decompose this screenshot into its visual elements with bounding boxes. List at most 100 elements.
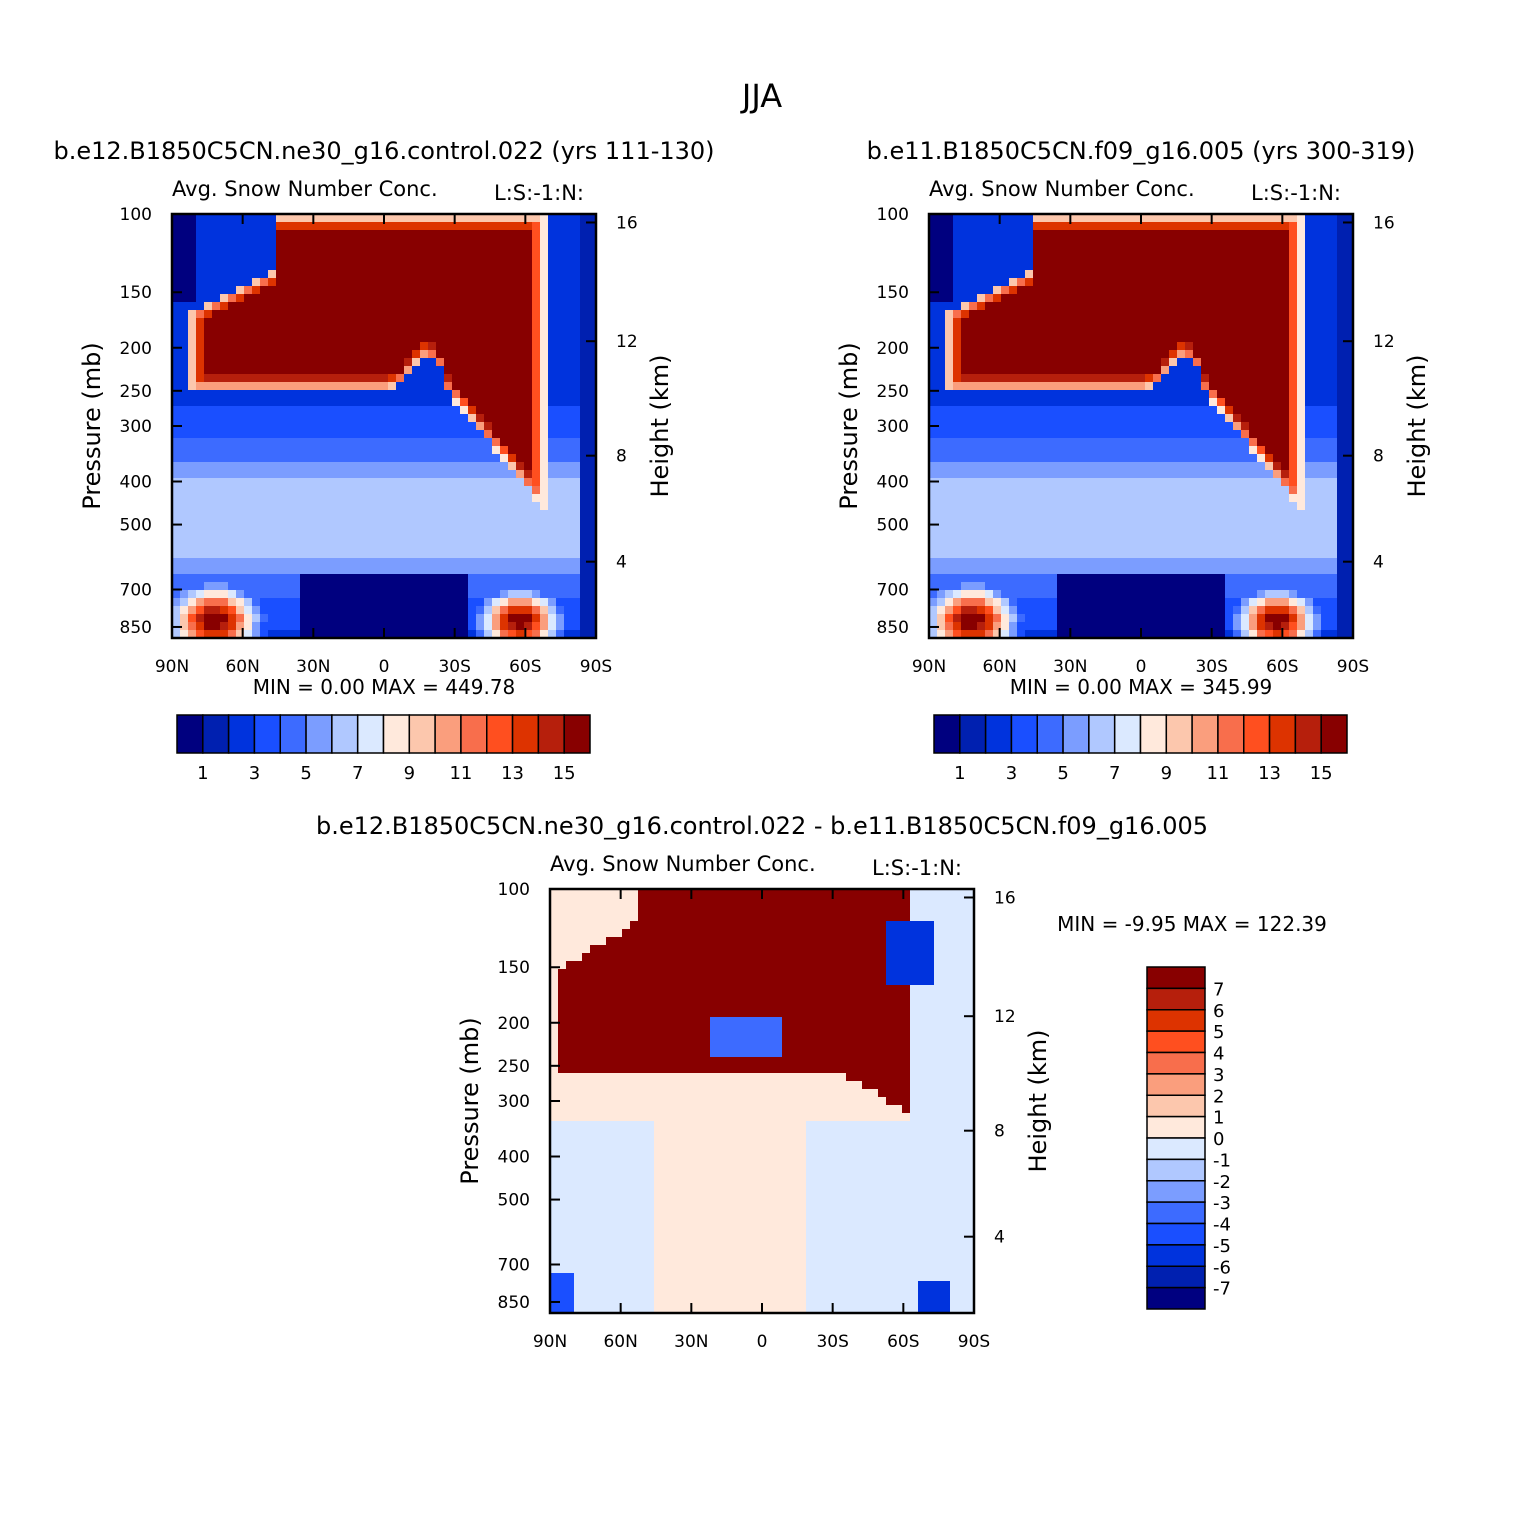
field-cell bbox=[436, 614, 445, 623]
field-cell bbox=[260, 222, 269, 231]
field-cell bbox=[268, 262, 277, 271]
field-cell bbox=[1201, 454, 1210, 463]
field-cell bbox=[340, 286, 349, 295]
field-cell bbox=[204, 438, 213, 447]
field-cell bbox=[500, 614, 509, 623]
field-cell bbox=[380, 406, 389, 415]
field-cell bbox=[1041, 374, 1050, 383]
field-cell bbox=[1129, 430, 1138, 439]
field-cell bbox=[993, 590, 1002, 599]
field-cell bbox=[396, 270, 405, 279]
field-cell bbox=[436, 542, 445, 551]
field-cell bbox=[1065, 598, 1074, 607]
field-cell bbox=[1009, 374, 1018, 383]
field-cell bbox=[1145, 462, 1154, 471]
field-cell bbox=[1233, 486, 1242, 495]
field-cell bbox=[220, 262, 229, 271]
field-cell bbox=[196, 590, 205, 599]
field-cell bbox=[380, 382, 389, 391]
field-cell bbox=[236, 334, 245, 343]
field-cell bbox=[348, 374, 357, 383]
field-cell bbox=[1129, 526, 1138, 535]
field-cell bbox=[300, 246, 309, 255]
field-cell bbox=[1033, 286, 1042, 295]
field-cell bbox=[228, 342, 237, 351]
field-cell bbox=[340, 430, 349, 439]
field-cell bbox=[1001, 614, 1010, 623]
field-cell bbox=[977, 486, 986, 495]
field-cell bbox=[937, 406, 946, 415]
field-cell bbox=[284, 246, 293, 255]
field-cell bbox=[244, 326, 253, 335]
field-cell bbox=[404, 462, 413, 471]
field-cell bbox=[524, 606, 533, 615]
field-cell bbox=[468, 270, 477, 279]
field-cell bbox=[268, 214, 277, 223]
field-cell bbox=[308, 358, 317, 367]
field-cell bbox=[340, 438, 349, 447]
field-cell bbox=[1041, 430, 1050, 439]
field-cell bbox=[452, 390, 461, 399]
field-cell bbox=[364, 278, 373, 287]
field-cell bbox=[532, 494, 541, 503]
field-cell bbox=[388, 230, 397, 239]
field-cell bbox=[1089, 414, 1098, 423]
field-cell bbox=[1073, 454, 1082, 463]
field-cell bbox=[1193, 270, 1202, 279]
field-cell bbox=[953, 318, 962, 327]
field-cell bbox=[1105, 238, 1114, 247]
field-cell bbox=[444, 270, 453, 279]
field-cell bbox=[188, 582, 197, 591]
field-cell bbox=[969, 542, 978, 551]
field-cell bbox=[300, 230, 309, 239]
field-cell bbox=[236, 286, 245, 295]
field-cell bbox=[564, 286, 573, 295]
field-cell bbox=[428, 598, 437, 607]
field-cell bbox=[180, 526, 189, 535]
field-cell bbox=[492, 526, 501, 535]
field-cell bbox=[244, 358, 253, 367]
field-cell bbox=[220, 462, 229, 471]
field-cell bbox=[1201, 262, 1210, 271]
field-cell bbox=[300, 558, 309, 567]
field-cell bbox=[1137, 366, 1146, 375]
field-cell bbox=[436, 494, 445, 503]
field-cell bbox=[260, 270, 269, 279]
field-cell bbox=[500, 518, 509, 527]
field-cell bbox=[292, 558, 301, 567]
field-cell bbox=[188, 262, 197, 271]
field-cell bbox=[188, 622, 197, 631]
field-cell bbox=[428, 614, 437, 623]
field-cell bbox=[1177, 246, 1186, 255]
field-cell bbox=[220, 510, 229, 519]
field-cell bbox=[380, 614, 389, 623]
field-cell bbox=[516, 414, 525, 423]
field-cell bbox=[276, 278, 285, 287]
field-cell bbox=[1217, 590, 1226, 599]
field-cell bbox=[268, 342, 277, 351]
field-cell bbox=[468, 390, 477, 399]
field-cell bbox=[212, 558, 221, 567]
field-cell bbox=[961, 438, 970, 447]
field-cell bbox=[364, 398, 373, 407]
field-cell bbox=[1161, 470, 1170, 479]
field-cell bbox=[1153, 598, 1162, 607]
field-cell bbox=[436, 598, 445, 607]
field-cell bbox=[1201, 438, 1210, 447]
field-cell bbox=[412, 590, 421, 599]
y-tick-label: 400 bbox=[120, 473, 152, 493]
field-cell bbox=[212, 366, 221, 375]
field-cell bbox=[172, 526, 181, 535]
field-cell bbox=[284, 230, 293, 239]
field-cell bbox=[540, 390, 549, 399]
field-cell bbox=[993, 334, 1002, 343]
field-cell bbox=[580, 614, 589, 623]
field-cell bbox=[364, 494, 373, 503]
field-cell bbox=[1001, 558, 1010, 567]
field-cell bbox=[268, 606, 277, 615]
field-cell bbox=[444, 214, 453, 223]
field-cell bbox=[492, 302, 501, 311]
field-cell bbox=[1025, 566, 1034, 575]
field-cell bbox=[929, 510, 938, 519]
field-cell bbox=[1081, 374, 1090, 383]
